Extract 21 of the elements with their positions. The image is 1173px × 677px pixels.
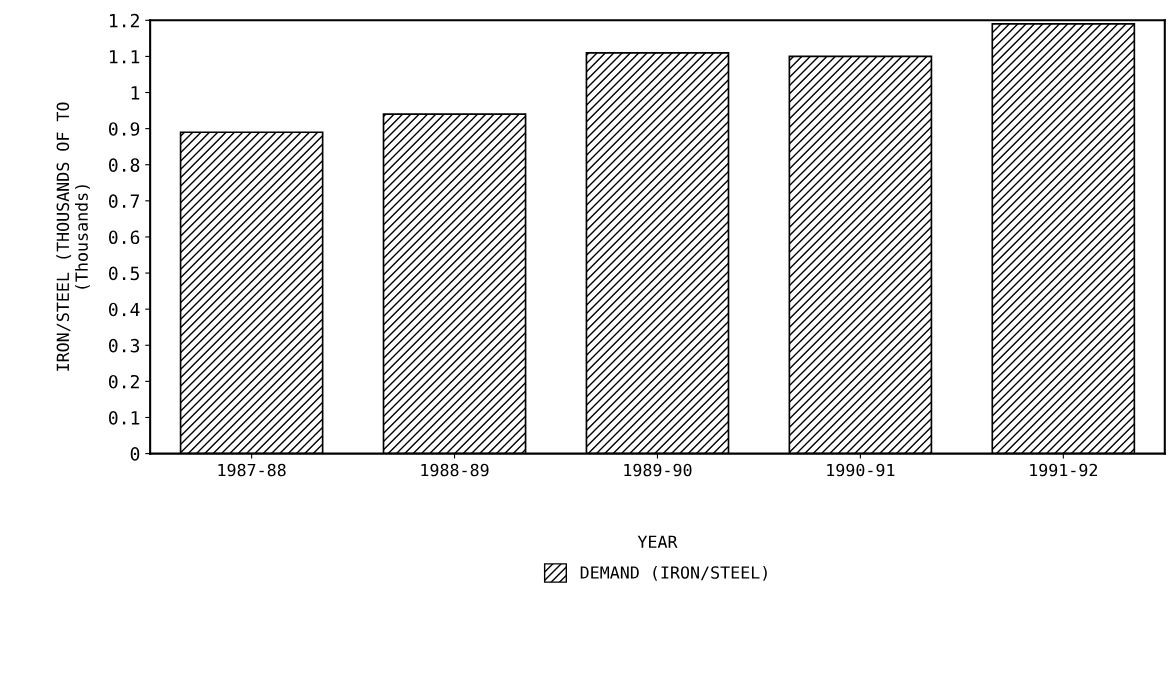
y-tick-label: 1 — [131, 86, 140, 100]
y-tick-label: 0.6 — [108, 230, 140, 245]
x-tick-label: 1989-90 — [624, 463, 692, 477]
y-tick-label: 0.7 — [108, 194, 140, 209]
x-tick-label: 1987-88 — [218, 463, 286, 477]
y-tick-label: 1.2 — [109, 13, 139, 28]
y-tick-label: 0 — [130, 447, 140, 461]
y-tick-label: 0.9 — [108, 122, 140, 136]
y-tick-label: 0.4 — [108, 302, 140, 317]
y-tick-label: 0.2 — [108, 374, 139, 389]
x-tick-label: 1988-89 — [421, 463, 489, 477]
x-tick-label: 1991-92 — [1030, 463, 1098, 477]
y-tick-label: 0.5 — [108, 266, 139, 281]
y-tick-label: 0.1 — [108, 410, 140, 425]
y-tick-label: 0.8 — [108, 158, 140, 172]
y-tick-label: 1.1 — [109, 50, 140, 64]
x-tick-label: 1990-91 — [827, 463, 895, 477]
x-axis-title: YEAR — [637, 535, 678, 548]
y-tick-label: 0.3 — [108, 338, 140, 353]
legend-label: DEMAND (IRON/STEEL) — [580, 565, 767, 581]
y-axis-title: IRON/STEEL (THOUSANDS OF TO (Thousands) — [56, 102, 90, 371]
